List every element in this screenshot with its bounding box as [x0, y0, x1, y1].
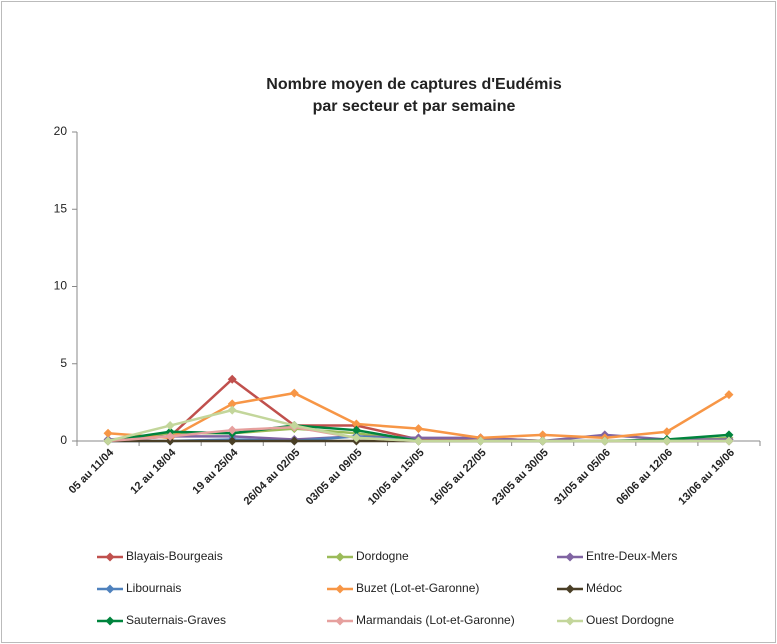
marker [538, 436, 548, 446]
legend-marker [105, 552, 115, 562]
legend-label: Sauternais-Graves [126, 613, 226, 627]
chart-title: Nombre moyen de captures d'Eudémis [266, 76, 562, 93]
legend-marker [565, 584, 575, 594]
y-tick-label: 10 [54, 279, 68, 293]
marker [165, 436, 175, 446]
legend-label: Libournais [126, 581, 181, 595]
marker [724, 390, 734, 400]
marker [103, 436, 113, 446]
marker [351, 433, 361, 443]
marker [103, 428, 113, 438]
y-tick-label: 20 [54, 124, 68, 138]
marker [724, 436, 734, 446]
y-tick-label: 5 [60, 356, 67, 370]
legend-label: Ouest Dordogne [586, 613, 674, 627]
legend-marker [105, 584, 115, 594]
legend-label: Marmandais (Lot-et-Garonne) [356, 613, 515, 627]
marker [165, 421, 175, 431]
legend-marker [335, 552, 345, 562]
marker [600, 436, 610, 446]
legend-label: Entre-Deux-Mers [586, 549, 677, 563]
marker [662, 427, 672, 437]
marker [662, 436, 672, 446]
legend-marker [335, 616, 345, 626]
marker [476, 436, 486, 446]
legend-marker [335, 584, 345, 594]
legend-marker [105, 616, 115, 626]
legend-label: Dordogne [356, 549, 409, 563]
chart-title: par secteur et par semaine [313, 98, 516, 115]
marker [289, 388, 299, 398]
legend-marker [565, 616, 575, 626]
marker [538, 430, 548, 440]
marker [414, 436, 423, 446]
marker [227, 436, 237, 446]
marker [227, 405, 237, 415]
legend-marker [565, 552, 575, 562]
marker [289, 436, 299, 446]
marker [289, 421, 299, 431]
y-tick-label: 0 [60, 433, 67, 447]
marker [351, 419, 361, 429]
marker [724, 430, 734, 440]
marker [351, 425, 361, 435]
y-tick-label: 15 [54, 201, 68, 215]
legend-label: Médoc [586, 581, 622, 595]
marker [165, 431, 175, 441]
marker [227, 399, 237, 409]
marker [165, 427, 175, 437]
marker [227, 425, 237, 435]
marker [414, 424, 423, 434]
marker [227, 374, 237, 384]
legend-label: Blayais-Bourgeais [126, 549, 223, 563]
legend-label: Buzet (Lot-et-Garonne) [356, 581, 479, 595]
